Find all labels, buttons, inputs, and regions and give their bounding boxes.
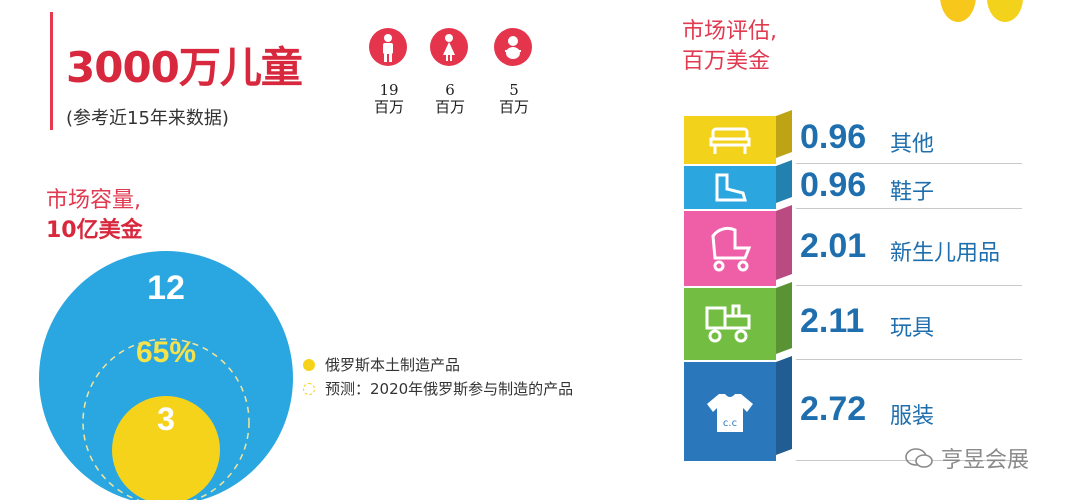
watermark: 亨昱会展	[905, 442, 1029, 474]
legend-label: 预测：2020年俄罗斯参与制造的产品	[325, 380, 574, 398]
bar-segment-2	[684, 166, 776, 209]
data-label: 0.96	[800, 118, 867, 156]
category-label: 玩具	[890, 316, 935, 341]
bar-segment-3	[684, 211, 776, 286]
filled-dot-icon	[303, 358, 315, 371]
bar-segment-side	[776, 282, 792, 354]
data-label: 2.72	[800, 389, 867, 428]
bar-segment-4	[684, 288, 776, 360]
market-eval-title-line2: 百万美金	[682, 49, 771, 74]
watermark-text: 亨昱会展	[941, 448, 1030, 473]
forecast-dashed-circle	[82, 338, 250, 500]
legend-label: 俄罗斯本土制造产品	[325, 356, 461, 374]
headline-accent-bar	[50, 12, 53, 130]
inner-circle	[112, 396, 220, 500]
outer-value: 12	[147, 269, 185, 307]
data-label: 0.96	[800, 165, 867, 204]
headline-note: (参考近15年来数据)	[66, 108, 229, 129]
group-value: 5	[509, 81, 519, 99]
percent-label: 65%	[136, 336, 196, 369]
data-label: 2.11	[800, 302, 865, 340]
toy-truck-icon	[705, 304, 751, 343]
group-unit: 百万	[498, 98, 529, 116]
girl-icon	[430, 28, 468, 66]
stroller-icon	[711, 226, 752, 271]
svg-text:c.c: c.c	[723, 418, 737, 429]
bar-segment-side	[776, 205, 792, 280]
group-girls: 6 百万	[420, 82, 480, 116]
separator-line	[796, 359, 1022, 360]
bar-segment-5: c.c	[684, 362, 776, 461]
group-value: 6	[445, 81, 455, 99]
group-unit: 百万	[434, 98, 465, 116]
market-capacity-title-line2: 10亿美金	[46, 218, 143, 243]
group-value: 19	[379, 81, 399, 99]
headline: 3000万儿童	[66, 43, 303, 92]
category-label: 新生儿用品	[890, 240, 1001, 266]
tshirt-icon: c.c	[707, 393, 753, 432]
inner-value: 3	[157, 401, 175, 437]
bar-segment-1	[684, 116, 776, 164]
category-label: 其他	[890, 132, 935, 157]
data-label: 2.01	[800, 226, 867, 265]
dashed-dot-icon	[303, 382, 315, 395]
group-boys: 19 百万	[359, 82, 419, 116]
separator-line	[796, 163, 1022, 164]
legend-item-local: 俄罗斯本土制造产品	[303, 354, 460, 375]
market-eval-title-line1: 市场评估,	[682, 19, 777, 44]
bar-segment-side	[776, 110, 792, 158]
bar-segment-side	[776, 160, 792, 203]
group-babies: 5 百万	[484, 82, 544, 116]
separator-line	[796, 208, 1022, 209]
outer-circle	[39, 251, 293, 500]
decorative-shapes	[940, 0, 1023, 22]
market-capacity-title: 市场容量, 10亿美金	[46, 186, 143, 246]
wechat-icon	[905, 448, 933, 468]
bar-segment-side	[776, 356, 792, 455]
category-label: 鞋子	[890, 179, 935, 205]
category-label: 服装	[890, 403, 935, 429]
separator-line	[796, 285, 1022, 286]
boy-icon	[369, 28, 407, 66]
market-capacity-circles: 12 65% 3	[39, 251, 293, 500]
baby-icon	[494, 28, 532, 66]
separator-line	[796, 460, 1022, 461]
market-eval-title: 市场评估, 百万美金	[682, 17, 777, 77]
group-unit: 百万	[373, 98, 404, 116]
legend-item-forecast: 预测：2020年俄罗斯参与制造的产品	[303, 378, 573, 399]
boot-icon	[715, 173, 747, 201]
market-capacity-title-line1: 市场容量,	[46, 188, 141, 213]
chair-icon	[709, 127, 751, 154]
